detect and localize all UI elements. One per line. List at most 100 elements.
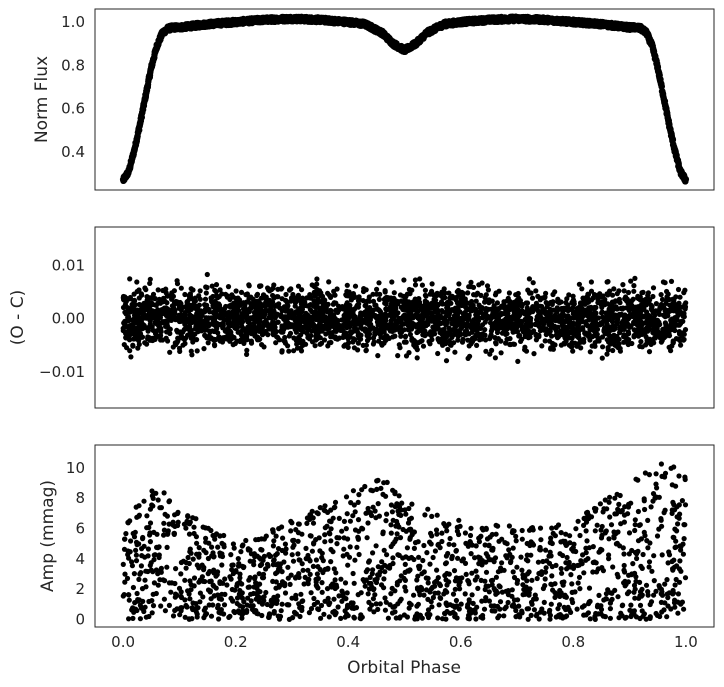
residual-point [127,337,133,343]
residual-point [246,283,252,289]
y-tick-label: 0.6 [61,100,85,118]
residual-point [507,336,513,342]
residual-point [505,295,511,301]
residual-point [489,347,495,353]
residual-point [451,295,457,301]
residual-point [438,336,444,342]
residual-point [215,330,221,336]
residual-point [531,351,537,357]
residual-point [370,291,376,297]
residual-point [401,277,407,283]
residual-point [473,292,479,298]
residual-point [604,351,610,357]
residual-point [205,340,211,346]
residual-point [650,285,657,291]
residual-point [136,287,142,293]
residual-point [327,292,333,299]
residual-point [543,290,549,296]
residual-point [478,292,484,298]
residual-point [581,336,587,342]
residual-point [391,295,397,301]
flux-axes-frame [94,8,715,191]
residual-point [493,340,499,346]
residual-point [620,282,626,288]
residual-point [203,290,209,296]
residual-point [295,292,301,298]
residual-point [147,280,153,286]
residual-point [670,339,676,345]
residual-point [326,279,332,285]
residual-point [470,284,477,290]
residual-point [414,355,420,361]
residual-point [375,353,381,359]
residual-point [155,287,161,293]
residual-point [417,276,423,282]
residual-point [229,292,235,298]
residual-point [653,301,660,307]
residual-point [167,349,173,355]
residual-point [452,349,458,355]
residual-point [391,290,397,296]
residual-point [682,306,688,312]
y-tick-label: 0.8 [61,56,85,74]
residual-point [492,355,498,361]
flux-y-ticks: 0.40.60.81.0 [61,13,85,161]
residual-point [643,325,650,331]
flux-points [119,13,690,185]
residual-point [164,300,170,306]
residual-point [443,322,449,328]
residual-point [376,280,382,286]
residual-point [599,310,605,316]
residual-point [622,295,628,301]
residual-point [668,278,675,284]
residual-point [483,348,489,354]
residual-point [569,340,575,346]
residual-point [534,322,540,328]
residual-point [233,288,239,294]
residual-point [600,344,606,350]
residual-point [483,298,489,304]
residual-point [489,298,495,304]
residual-point [550,291,556,298]
residual-point [213,282,220,288]
residual-point [400,293,406,299]
residual-point [680,337,687,343]
residual-point [202,296,209,302]
residual-point [530,280,536,286]
residual-point [422,287,428,293]
residual-point [127,276,133,282]
residual-point [355,347,361,353]
residual-point [659,296,666,303]
residual-point [290,291,296,298]
residual-point [542,327,548,333]
residual-point [455,287,461,294]
residual-point [190,339,196,345]
residual-point [579,286,585,292]
residual-point [420,329,426,335]
residual-point [412,282,419,288]
y-tick-label: 1.0 [61,13,85,31]
residual-point [248,338,254,344]
residual-point [265,332,271,338]
residual-point [313,333,319,339]
residual-point [342,333,348,339]
residual-point [344,282,350,288]
residual-point [498,350,504,356]
residual-point [456,281,462,287]
residual-point [533,288,539,294]
residual-point [403,339,409,345]
residual-point [139,292,145,298]
flux-point [682,176,690,183]
residual-point [465,337,471,343]
residual-point [602,326,608,332]
residual-point [138,325,144,331]
residual-point [599,355,605,361]
residual-point [153,302,159,308]
residual-point [311,283,317,290]
residual-point [465,290,471,296]
residual-point [609,292,616,298]
residual-point [252,300,258,306]
residual-point [678,342,684,348]
residual-point [429,281,435,287]
residual-point [468,279,474,285]
